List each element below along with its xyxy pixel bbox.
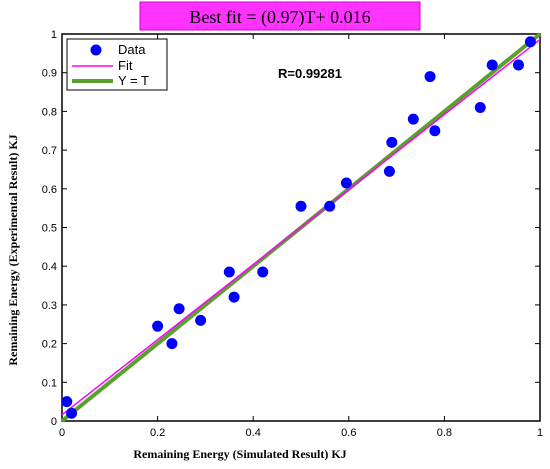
ticks: 0 0.2 0.4 0.6 0.8 1 0 0.1 0.2 0.3 0.4 0.5 0.6 0.7 0.8 0… <box>42 29 543 439</box>
y-tick-label: 0.3 <box>42 300 57 312</box>
fit-line <box>61 38 541 416</box>
y-axis-label: Remaining Energy (Experimental Result) K… <box>6 134 20 365</box>
legend-label-data: Data <box>118 42 146 57</box>
x-tick-label: 0.6 <box>341 427 356 439</box>
legend-data-marker <box>90 44 102 56</box>
x-tick-label: 0 <box>59 427 65 439</box>
y-tick-label: 1 <box>51 29 57 41</box>
data-point <box>66 407 78 419</box>
x-tick-label: 0.8 <box>437 427 452 439</box>
x-tick-label: 0.2 <box>150 427 165 439</box>
y-tick-label: 0.2 <box>42 339 57 351</box>
data-point <box>524 36 536 48</box>
legend: Data Fit Y = T <box>66 38 168 91</box>
y-tick-label: 0.9 <box>42 68 57 80</box>
x-tick-label: 1 <box>537 427 543 439</box>
data-point <box>429 125 441 137</box>
y-tick-label: 0.8 <box>42 106 57 118</box>
data-point <box>257 266 269 278</box>
data-point <box>195 314 207 326</box>
fit-lines <box>60 32 542 423</box>
y-tick-label: 0.6 <box>42 184 57 196</box>
data-point <box>166 338 178 350</box>
y-tick-label: 0.7 <box>42 145 57 157</box>
title-box <box>139 1 421 31</box>
data-point <box>386 136 398 148</box>
chart-title: Best fit = (0.97)T+ 0.016 <box>189 7 370 28</box>
data-point <box>512 59 524 71</box>
x-tick-label: 0.4 <box>246 427 261 439</box>
y-tick-label: 0.5 <box>42 223 57 235</box>
y-tick-label: 0 <box>51 416 57 428</box>
data-point <box>486 59 498 71</box>
data-point <box>228 291 240 303</box>
data-point <box>173 303 185 315</box>
legend-label-identity: Y = T <box>118 73 149 88</box>
data-point <box>61 396 73 408</box>
data-point <box>340 177 352 189</box>
data-point <box>152 320 164 332</box>
data-point <box>474 102 486 114</box>
data-points <box>61 36 536 419</box>
x-axis-label: Remaining Energy (Simulated Result) KJ <box>133 447 346 461</box>
data-point <box>324 200 336 212</box>
r-value-annotation: R=0.99281 <box>278 66 342 81</box>
data-point <box>223 266 235 278</box>
y-tick-label: 0.1 <box>42 377 57 389</box>
data-point <box>424 71 436 83</box>
data-point <box>407 113 419 125</box>
data-point <box>295 200 307 212</box>
legend-label-fit: Fit <box>118 58 133 73</box>
y-tick-label: 0.4 <box>42 261 57 273</box>
data-point <box>383 165 395 177</box>
